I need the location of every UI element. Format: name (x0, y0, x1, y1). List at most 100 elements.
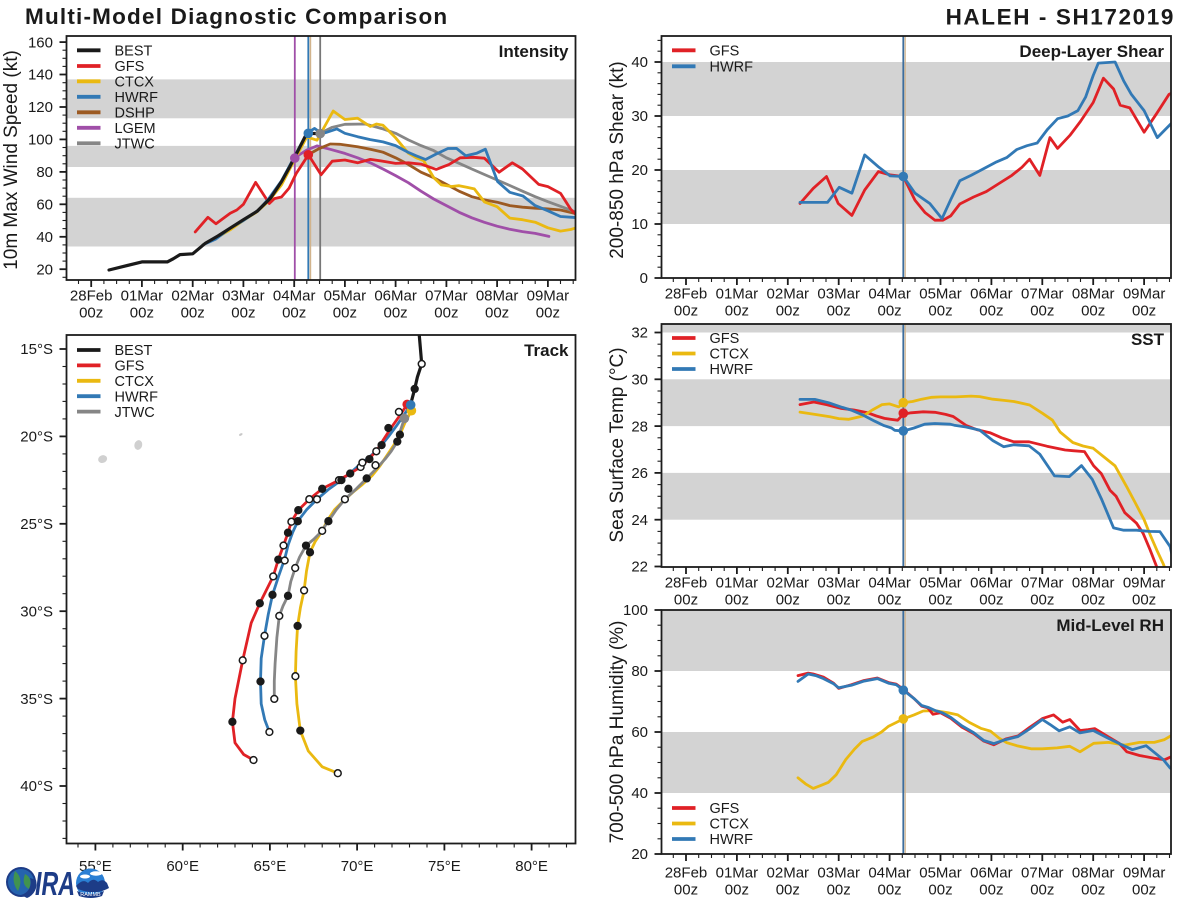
svg-text:Deep-Layer Shear: Deep-Layer Shear (1019, 42, 1164, 61)
svg-text:00z: 00z (231, 305, 255, 322)
svg-text:60: 60 (631, 724, 648, 741)
svg-text:06Mar: 06Mar (970, 865, 1013, 882)
svg-text:00z: 00z (878, 592, 902, 609)
svg-text:00z: 00z (1132, 882, 1156, 899)
svg-text:IRA: IRA (35, 865, 75, 900)
svg-text:00z: 00z (827, 882, 851, 899)
svg-text:25°S: 25°S (20, 516, 53, 533)
svg-text:00z: 00z (776, 303, 800, 320)
svg-text:08Mar: 08Mar (476, 288, 519, 305)
svg-text:Mid-Level RH: Mid-Level RH (1056, 616, 1164, 635)
svg-text:07Mar: 07Mar (1021, 286, 1064, 303)
svg-text:00z: 00z (827, 592, 851, 609)
svg-text:08Mar: 08Mar (1072, 575, 1115, 592)
svg-text:03Mar: 03Mar (817, 286, 860, 303)
svg-text:00z: 00z (776, 592, 800, 609)
svg-text:BEST: BEST (115, 44, 153, 60)
svg-text:00z: 00z (674, 882, 698, 899)
svg-text:24: 24 (631, 512, 648, 529)
svg-text:HWRF: HWRF (115, 389, 159, 405)
svg-text:00z: 00z (1030, 303, 1054, 320)
svg-text:LGEM: LGEM (115, 121, 156, 137)
svg-text:00z: 00z (1030, 882, 1054, 899)
svg-text:00z: 00z (333, 305, 357, 322)
svg-text:GFS: GFS (710, 44, 740, 60)
svg-text:00z: 00z (928, 882, 952, 899)
svg-text:10m Max Wind Speed (kt): 10m Max Wind Speed (kt) (1, 50, 22, 270)
svg-text:20: 20 (631, 162, 648, 179)
svg-text:00z: 00z (79, 305, 103, 322)
svg-text:30: 30 (631, 372, 648, 389)
svg-text:00z: 00z (485, 305, 509, 322)
svg-text:35°S: 35°S (20, 691, 53, 708)
svg-text:02Mar: 02Mar (767, 865, 810, 882)
svg-text:00z: 00z (979, 303, 1003, 320)
svg-text:Sea Surface Temp (°C): Sea Surface Temp (°C) (607, 347, 628, 542)
svg-text:02Mar: 02Mar (767, 286, 810, 303)
svg-text:00z: 00z (434, 305, 458, 322)
svg-text:HALEH - SH172019: HALEH - SH172019 (946, 5, 1175, 30)
svg-text:05Mar: 05Mar (919, 865, 962, 882)
svg-text:00z: 00z (130, 305, 154, 322)
svg-text:00z: 00z (1132, 303, 1156, 320)
svg-text:26: 26 (631, 465, 648, 482)
svg-text:02Mar: 02Mar (171, 288, 214, 305)
svg-text:05Mar: 05Mar (919, 575, 962, 592)
svg-text:60: 60 (36, 197, 53, 214)
svg-text:00z: 00z (979, 882, 1003, 899)
svg-text:01Mar: 01Mar (716, 575, 759, 592)
svg-text:05Mar: 05Mar (919, 286, 962, 303)
svg-text:00z: 00z (725, 303, 749, 320)
svg-text:HWRF: HWRF (710, 832, 754, 848)
svg-text:DSHP: DSHP (115, 106, 155, 122)
svg-text:03Mar: 03Mar (817, 865, 860, 882)
svg-text:RAMMB: RAMMB (80, 892, 101, 898)
svg-text:JTWC: JTWC (115, 405, 155, 421)
svg-text:00z: 00z (384, 305, 408, 322)
svg-text:03Mar: 03Mar (222, 288, 265, 305)
svg-text:06Mar: 06Mar (374, 288, 417, 305)
svg-text:200-850 hPa Shear (kt): 200-850 hPa Shear (kt) (607, 61, 628, 259)
svg-text:80: 80 (36, 164, 53, 181)
svg-text:01Mar: 01Mar (716, 865, 759, 882)
svg-text:120: 120 (28, 99, 53, 116)
svg-text:80°E: 80°E (515, 858, 548, 875)
svg-text:09Mar: 09Mar (1123, 865, 1166, 882)
svg-text:Multi-Model Diagnostic Compari: Multi-Model Diagnostic Comparison (25, 4, 448, 29)
svg-text:CTCX: CTCX (710, 817, 750, 833)
svg-text:28: 28 (631, 418, 648, 435)
svg-text:04Mar: 04Mar (868, 575, 911, 592)
svg-text:04Mar: 04Mar (868, 865, 911, 882)
svg-text:0: 0 (640, 270, 648, 287)
svg-text:70°E: 70°E (341, 858, 374, 875)
svg-text:08Mar: 08Mar (1072, 865, 1115, 882)
svg-text:CTCX: CTCX (115, 374, 155, 390)
svg-text:00z: 00z (1132, 592, 1156, 609)
svg-text:00z: 00z (674, 592, 698, 609)
svg-text:140: 140 (28, 67, 53, 84)
svg-text:28Feb: 28Feb (665, 575, 708, 592)
svg-text:00z: 00z (928, 592, 952, 609)
svg-text:700-500 hPa Humidity (%): 700-500 hPa Humidity (%) (607, 621, 628, 844)
svg-text:06Mar: 06Mar (970, 575, 1013, 592)
svg-text:09Mar: 09Mar (1123, 286, 1166, 303)
svg-text:10: 10 (631, 216, 648, 233)
svg-text:100: 100 (623, 602, 648, 619)
svg-text:00z: 00z (827, 303, 851, 320)
svg-text:00z: 00z (878, 882, 902, 899)
svg-text:28Feb: 28Feb (665, 286, 708, 303)
svg-text:HWRF: HWRF (710, 362, 754, 378)
svg-text:GFS: GFS (115, 359, 145, 375)
svg-text:22: 22 (631, 559, 648, 576)
svg-text:20: 20 (36, 261, 53, 278)
svg-text:CTCX: CTCX (710, 347, 750, 363)
svg-text:00z: 00z (878, 303, 902, 320)
svg-text:00z: 00z (725, 592, 749, 609)
svg-text:30°S: 30°S (20, 603, 53, 620)
svg-text:80: 80 (631, 663, 648, 680)
svg-text:CTCX: CTCX (115, 75, 155, 91)
svg-text:75°E: 75°E (428, 858, 461, 875)
svg-text:HWRF: HWRF (115, 90, 159, 106)
svg-text:20: 20 (631, 846, 648, 863)
svg-text:28Feb: 28Feb (70, 288, 113, 305)
